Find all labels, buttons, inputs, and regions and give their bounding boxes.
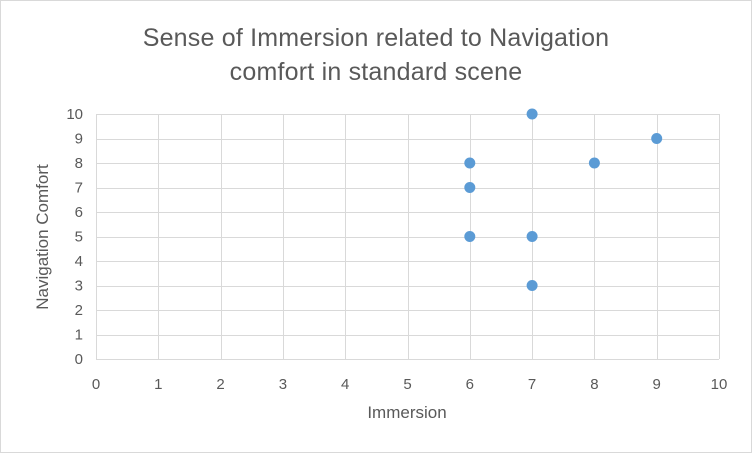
y-tick-label: 0 <box>75 351 83 368</box>
data-point <box>588 157 600 169</box>
chart-title: Sense of Immersion related to Navigation… <box>1 21 751 89</box>
data-point <box>651 133 663 144</box>
x-tick-label: 10 <box>711 376 728 393</box>
y-tick-label: 10 <box>66 106 83 123</box>
data-point <box>526 108 538 120</box>
y-tick-label: 5 <box>75 229 83 246</box>
x-tick-label: 2 <box>216 376 224 393</box>
data-point <box>464 182 476 193</box>
y-tick-label: 4 <box>75 253 83 270</box>
x-tick-label: 3 <box>279 376 287 393</box>
y-tick-label: 1 <box>75 327 83 344</box>
tick-label-layer: 0 1 2 3 4 5 6 7 8 9 10 0 1 2 3 4 5 6 7 8 9 10 <box>66 106 727 393</box>
x-tick-label: 0 <box>92 376 100 393</box>
chart-title-line-2: comfort in standard scene <box>229 58 523 86</box>
x-tick-label: 5 <box>403 376 411 393</box>
data-point <box>526 280 538 291</box>
data-point-layer <box>464 108 663 291</box>
x-axis-title: Immersion <box>367 403 447 422</box>
chart-title-line-1: Sense of Immersion related to Navigation <box>142 24 610 52</box>
data-point <box>464 157 476 169</box>
y-tick-label: 7 <box>75 180 83 197</box>
x-tick-label: 1 <box>154 376 162 393</box>
data-point <box>526 231 538 242</box>
x-tick-label: 8 <box>590 376 598 393</box>
y-tick-label: 3 <box>75 278 83 295</box>
y-tick-label: 2 <box>75 302 83 319</box>
data-point <box>464 231 476 242</box>
y-tick-label: 9 <box>75 131 83 148</box>
y-axis-title: Navigation Comfort <box>33 164 52 310</box>
x-tick-label: 7 <box>528 376 536 393</box>
x-tick-label: 6 <box>466 376 474 393</box>
x-tick-label: 9 <box>653 376 661 393</box>
grid-layer <box>96 114 720 360</box>
y-tick-label: 8 <box>75 155 83 172</box>
y-tick-label: 6 <box>75 204 83 221</box>
x-tick-label: 4 <box>341 376 349 393</box>
